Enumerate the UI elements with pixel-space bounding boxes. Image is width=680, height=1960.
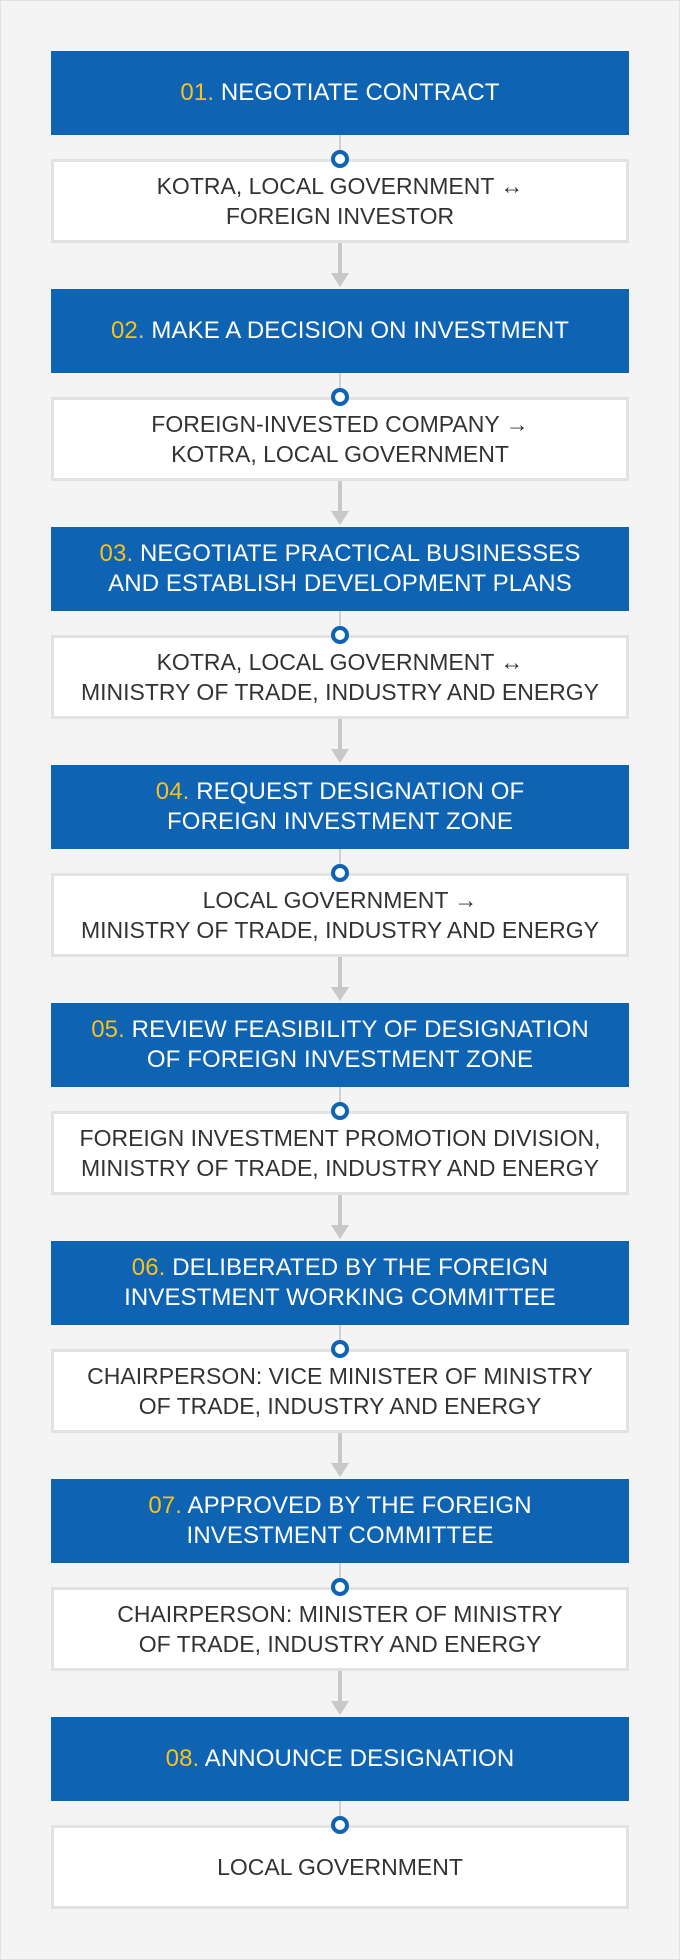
connector-circle-icon <box>331 150 349 168</box>
step-title-text: FOREIGN INVESTMENT ZONE <box>167 808 513 835</box>
step-title-line: OF FOREIGN INVESTMENT ZONE <box>147 1045 533 1075</box>
step-title-text: NEGOTIATE CONTRACT <box>220 79 500 106</box>
actor-line: MINISTRY OF TRADE, INDUSTRY AND ENERGY <box>80 679 600 705</box>
connector-circle-icon <box>331 388 349 406</box>
step-title-line: 01. NEGOTIATE CONTRACT <box>180 78 499 108</box>
step-2-box: 02. MAKE A DECISION ON INVESTMENT <box>51 289 629 373</box>
connector-circle-icon <box>331 1340 349 1358</box>
connector-line <box>339 611 341 631</box>
actor-line: LOCAL GOVERNMENT <box>217 1854 463 1880</box>
step-number: 01. <box>180 79 215 106</box>
step-title-line: 04. REQUEST DESIGNATION OF <box>156 777 524 807</box>
step-title-line: 06. DELIBERATED BY THE FOREIGN <box>132 1253 548 1283</box>
step-title-line: AND ESTABLISH DEVELOPMENT PLANS <box>108 569 572 599</box>
step-number: 03. <box>99 540 134 567</box>
step-title-line: FOREIGN INVESTMENT ZONE <box>167 807 513 837</box>
step-3-actor-box: KOTRA, LOCAL GOVERNMENT ↔ MINISTRY OF TRA… <box>51 635 629 719</box>
down-arrow-icon <box>326 1433 354 1479</box>
down-arrow-icon <box>326 481 354 527</box>
connector-circle-icon <box>331 1578 349 1596</box>
step-title-line: 02. MAKE A DECISION ON INVESTMENT <box>111 316 569 346</box>
connector-line <box>339 135 341 155</box>
step-number: 04. <box>155 778 190 805</box>
step-title-text: ANNOUNCE DESIGNATION <box>204 1745 515 1772</box>
step-title-line: 03. NEGOTIATE PRACTICAL BUSINESSES <box>100 539 581 569</box>
actor-line: OF TRADE, INDUSTRY AND ENERGY <box>138 1631 542 1657</box>
step-8-actor-box: LOCAL GOVERNMENT <box>51 1825 629 1909</box>
down-arrow-icon <box>326 719 354 765</box>
step-title-text: OF FOREIGN INVESTMENT ZONE <box>146 1046 534 1073</box>
actor-line: KOTRA, LOCAL GOVERNMENT <box>171 441 509 467</box>
step-title-line: 07. APPROVED BY THE FOREIGN <box>148 1491 531 1521</box>
step-8-box: 08. ANNOUNCE DESIGNATION <box>51 1717 629 1801</box>
actor-line: FOREIGN-INVESTED COMPANY → <box>151 411 529 437</box>
step-5-actor-box: FOREIGN INVESTMENT PROMOTION DIVISION, MI… <box>51 1111 629 1195</box>
step-4-actor-box: LOCAL GOVERNMENT → MINISTRY OF TRADE, IND… <box>51 873 629 957</box>
step-number: 07. <box>148 1492 183 1519</box>
actor-line: MINISTRY OF TRADE, INDUSTRY AND ENERGY <box>80 917 600 943</box>
step-title-line: 08. ANNOUNCE DESIGNATION <box>166 1744 515 1774</box>
step-title-text: APPROVED BY THE FOREIGN <box>187 1492 532 1519</box>
actor-line: KOTRA, LOCAL GOVERNMENT ↔ <box>156 173 524 199</box>
step-title-text: AND ESTABLISH DEVELOPMENT PLANS <box>108 570 572 597</box>
step-title-line: INVESTMENT WORKING COMMITTEE <box>124 1283 556 1313</box>
step-5-box: 05. REVIEW FEASIBILITY OF DESIGNATION OF … <box>51 1003 629 1087</box>
actor-line: FOREIGN INVESTOR <box>225 203 455 229</box>
down-arrow-icon <box>326 243 354 289</box>
connector-line <box>339 373 341 393</box>
step-1-actor-box: KOTRA, LOCAL GOVERNMENT ↔ FOREIGN INVESTO… <box>51 159 629 243</box>
step-title-text: NEGOTIATE PRACTICAL BUSINESSES <box>140 540 581 567</box>
connector-circle-icon <box>331 1816 349 1834</box>
step-2-actor-box: FOREIGN-INVESTED COMPANY → KOTRA, LOCAL G… <box>51 397 629 481</box>
down-arrow-icon <box>326 1671 354 1717</box>
connector-line <box>339 849 341 869</box>
actor-line: FOREIGN INVESTMENT PROMOTION DIVISION, <box>79 1125 601 1151</box>
step-title-line: 05. REVIEW FEASIBILITY OF DESIGNATION <box>91 1015 589 1045</box>
connector-line <box>339 1801 341 1821</box>
step-number: 05. <box>91 1016 125 1043</box>
step-1-box: 01. NEGOTIATE CONTRACT <box>51 51 629 135</box>
actor-line: MINISTRY OF TRADE, INDUSTRY AND ENERGY <box>80 1155 600 1181</box>
step-title-text: REQUEST DESIGNATION OF <box>196 778 525 805</box>
step-number: 08. <box>165 1745 200 1772</box>
step-6-box: 06. DELIBERATED BY THE FOREIGN INVESTMENT… <box>51 1241 629 1325</box>
connector-circle-icon <box>331 864 349 882</box>
step-4-box: 04. REQUEST DESIGNATION OF FOREIGN INVEST… <box>51 765 629 849</box>
connector-circle-icon <box>331 1102 349 1120</box>
step-title-text: REVIEW FEASIBILITY OF DESIGNATION <box>131 1016 589 1043</box>
step-7-box: 07. APPROVED BY THE FOREIGN INVESTMENT CO… <box>51 1479 629 1563</box>
actor-line: CHAIRPERSON: MINISTER OF MINISTRY <box>117 1601 563 1627</box>
step-title-text: DELIBERATED BY THE FOREIGN <box>172 1254 549 1281</box>
actor-line: OF TRADE, INDUSTRY AND ENERGY <box>138 1393 542 1419</box>
down-arrow-icon <box>326 957 354 1003</box>
step-title-text: INVESTMENT COMMITTEE <box>186 1522 494 1549</box>
step-number: 06. <box>131 1254 166 1281</box>
actor-line: LOCAL GOVERNMENT → <box>202 887 478 913</box>
connector-circle-icon <box>331 626 349 644</box>
step-title-line: INVESTMENT COMMITTEE <box>187 1521 494 1551</box>
connector-line <box>339 1325 341 1345</box>
step-3-box: 03. NEGOTIATE PRACTICAL BUSINESSES AND ES… <box>51 527 629 611</box>
actor-line: CHAIRPERSON: VICE MINISTER OF MINISTRY <box>87 1363 593 1389</box>
step-number: 02. <box>110 317 145 344</box>
connector-line <box>339 1087 341 1107</box>
connector-line <box>339 1563 341 1583</box>
actor-line: KOTRA, LOCAL GOVERNMENT ↔ <box>156 649 524 675</box>
down-arrow-icon <box>326 1195 354 1241</box>
step-6-actor-box: CHAIRPERSON: VICE MINISTER OF MINISTRY OF… <box>51 1349 629 1433</box>
step-7-actor-box: CHAIRPERSON: MINISTER OF MINISTRY OF TRAD… <box>51 1587 629 1671</box>
step-title-text: INVESTMENT WORKING COMMITTEE <box>124 1284 556 1311</box>
step-title-text: MAKE A DECISION ON INVESTMENT <box>151 317 570 344</box>
